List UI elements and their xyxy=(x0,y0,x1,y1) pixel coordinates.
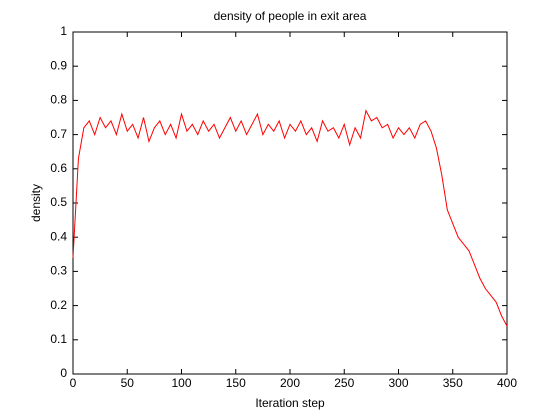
y-tick-label: 0.5 xyxy=(50,195,67,209)
y-tick-label: 0.8 xyxy=(50,93,67,107)
y-tick-label: 0 xyxy=(60,366,67,380)
y-tick-label: 0.6 xyxy=(50,161,67,175)
x-tick-label: 100 xyxy=(171,376,191,390)
x-tick-label: 400 xyxy=(497,376,517,390)
y-tick-label: 0.7 xyxy=(50,127,67,141)
y-tick-label: 0.9 xyxy=(50,58,67,72)
y-axis-label: density xyxy=(29,184,43,222)
x-tick-label: 50 xyxy=(121,376,135,390)
y-tick-label: 0.3 xyxy=(50,264,67,278)
x-tick-label: 300 xyxy=(388,376,408,390)
x-axis-label: Iteration step xyxy=(255,396,325,410)
y-tick-label: 1 xyxy=(60,24,67,38)
x-tick-label: 0 xyxy=(70,376,77,390)
x-tick-label: 250 xyxy=(334,376,354,390)
y-tick-label: 0.4 xyxy=(50,229,67,243)
x-tick-label: 200 xyxy=(280,376,300,390)
y-tick-label: 0.1 xyxy=(50,332,67,346)
x-tick-label: 350 xyxy=(443,376,463,390)
chart-title: density of people in exit area xyxy=(214,9,367,23)
data-line xyxy=(72,109,508,327)
x-tick-label: 150 xyxy=(226,376,246,390)
y-tick-label: 0.2 xyxy=(50,298,67,312)
